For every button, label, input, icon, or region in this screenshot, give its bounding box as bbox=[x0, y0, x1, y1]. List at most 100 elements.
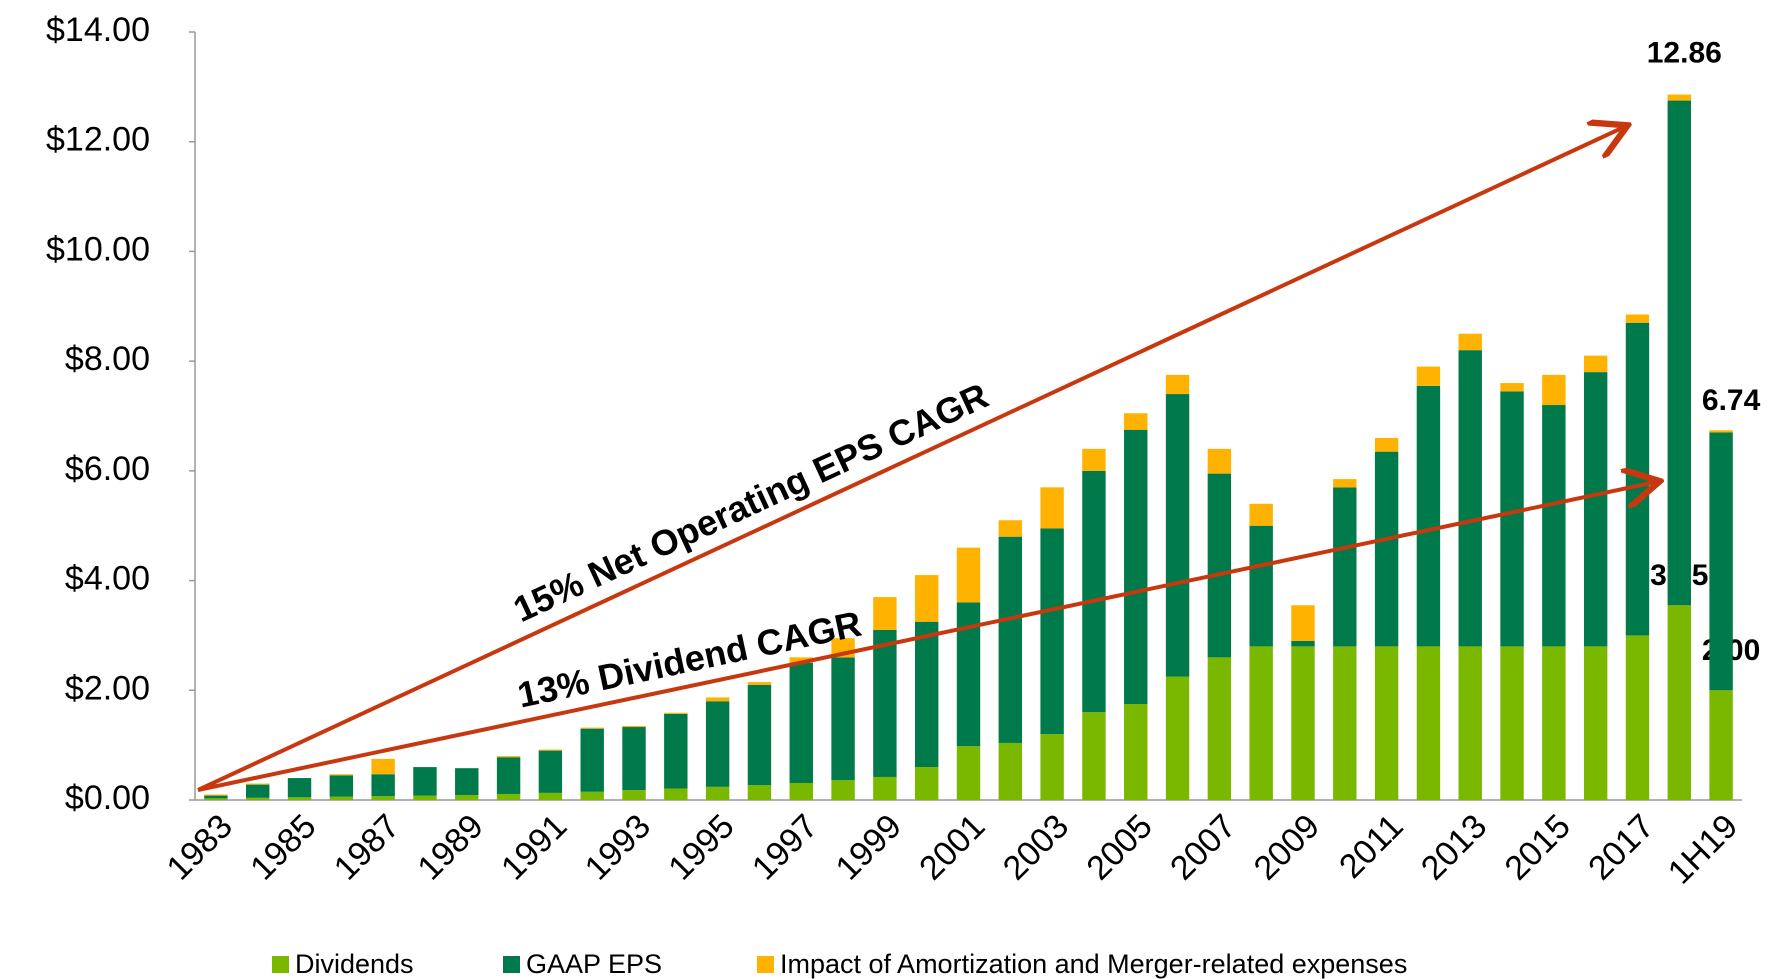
x-tick-label: 2007 bbox=[1163, 807, 1243, 887]
x-tick-label: 1993 bbox=[578, 807, 658, 887]
bar-segment bbox=[1040, 487, 1064, 529]
bar-segment bbox=[1500, 391, 1524, 647]
y-tick-label: $6.00 bbox=[65, 450, 150, 488]
bar-segment bbox=[329, 775, 354, 797]
bar-segment bbox=[873, 597, 897, 630]
bar-segment bbox=[580, 728, 604, 792]
x-tick-label: 2011 bbox=[1332, 807, 1411, 886]
legend-label: Dividends bbox=[295, 949, 414, 979]
legend-swatch bbox=[503, 956, 520, 973]
bar-segment bbox=[664, 788, 688, 800]
bar-segment bbox=[1667, 605, 1691, 800]
bar-segment bbox=[287, 778, 312, 798]
bar-segment bbox=[998, 536, 1023, 743]
bar-segment bbox=[705, 701, 730, 787]
x-tick-label: 2015 bbox=[1498, 807, 1578, 887]
y-tick-label: $14.00 bbox=[46, 11, 150, 49]
bar-segment bbox=[246, 797, 270, 800]
bar-segment bbox=[1207, 448, 1232, 474]
bar-segment bbox=[747, 682, 772, 685]
x-tick-label: 1995 bbox=[661, 807, 741, 887]
bar-segment bbox=[789, 657, 813, 663]
bar-segment bbox=[1165, 374, 1190, 395]
bar-segment bbox=[1583, 646, 1608, 800]
bar-segment bbox=[1291, 646, 1315, 800]
legend-label: Impact of Amortization and Merger-relate… bbox=[780, 949, 1407, 979]
bar-segment bbox=[287, 797, 312, 800]
legend-swatch bbox=[757, 956, 774, 973]
bar-segment bbox=[204, 798, 228, 800]
x-tick-label: 2013 bbox=[1414, 807, 1494, 887]
bar-segment bbox=[413, 795, 437, 800]
bar-segment bbox=[664, 712, 688, 714]
bar-segment bbox=[413, 767, 437, 796]
bar-segment bbox=[747, 684, 772, 786]
bar-segment bbox=[1458, 646, 1482, 800]
bar-segment bbox=[496, 757, 521, 794]
bar-segment bbox=[1667, 100, 1691, 606]
bar-segment bbox=[1458, 333, 1482, 351]
bar-segment bbox=[1333, 487, 1357, 647]
bar-segment bbox=[1625, 635, 1650, 800]
x-tick-label: 1999 bbox=[829, 807, 909, 887]
bar-segment bbox=[1625, 314, 1650, 323]
bar-segment bbox=[914, 767, 939, 800]
bar-segment bbox=[1625, 322, 1650, 636]
bar-segment bbox=[1374, 437, 1399, 452]
bar-segment bbox=[371, 774, 395, 797]
bar-segment bbox=[1333, 646, 1357, 800]
x-tick-label: 2009 bbox=[1247, 807, 1327, 887]
bar-segment bbox=[1291, 640, 1315, 647]
bar-segment bbox=[873, 776, 897, 800]
bar-segment bbox=[455, 795, 479, 800]
bar-segment bbox=[246, 783, 270, 785]
bar-segment bbox=[956, 547, 981, 603]
x-tick-label: 2001 bbox=[912, 807, 992, 887]
bar-segment bbox=[1207, 473, 1232, 658]
bar-segment bbox=[1249, 503, 1273, 526]
bar-segment bbox=[538, 749, 563, 751]
x-tick-label: 2017 bbox=[1581, 807, 1661, 887]
bar-segment bbox=[873, 629, 897, 777]
bar-segment bbox=[705, 786, 730, 800]
bar-segment bbox=[1583, 372, 1608, 647]
x-tick-label: 1997 bbox=[745, 807, 825, 887]
bar-segment bbox=[1374, 451, 1399, 647]
trend-arrow bbox=[197, 482, 1656, 792]
bar-segment bbox=[371, 796, 395, 800]
bar-segment bbox=[1291, 605, 1315, 641]
bar-segment bbox=[956, 746, 981, 800]
bar-segment bbox=[1542, 374, 1566, 406]
bar-segment bbox=[1709, 430, 1733, 433]
bar-segment bbox=[747, 785, 772, 800]
bar-segment bbox=[1709, 432, 1733, 691]
bar-segment bbox=[1040, 528, 1064, 735]
trend-arrow bbox=[197, 127, 1624, 792]
bar-segment bbox=[1124, 413, 1148, 430]
bar-segment bbox=[1709, 690, 1733, 800]
bar-segment bbox=[371, 758, 395, 775]
y-tick-label: $8.00 bbox=[65, 340, 150, 378]
bar-segment bbox=[538, 750, 563, 793]
bar-segment bbox=[622, 790, 646, 800]
bar-segment bbox=[1040, 734, 1064, 800]
bar-segment bbox=[204, 794, 228, 796]
bar-segment bbox=[664, 713, 688, 789]
bar-segment bbox=[622, 725, 646, 728]
bar-segment bbox=[1667, 94, 1691, 101]
bar-segment bbox=[1583, 355, 1608, 373]
bar-segment bbox=[329, 796, 354, 800]
bar-segment bbox=[1165, 676, 1190, 800]
x-tick-label: 1983 bbox=[160, 807, 240, 887]
bar-segment bbox=[1124, 704, 1148, 800]
bar-segment bbox=[580, 727, 604, 729]
y-tick-label: $0.00 bbox=[65, 779, 150, 817]
x-tick-label: 2003 bbox=[996, 807, 1076, 887]
bar-segment bbox=[1542, 646, 1566, 800]
bar-segment bbox=[1333, 479, 1357, 488]
bar-segment bbox=[1374, 646, 1399, 800]
legend-label: GAAP EPS bbox=[526, 949, 662, 979]
bar-segment bbox=[455, 768, 479, 796]
x-tick-label: 1987 bbox=[327, 807, 407, 887]
x-tick-label: 1985 bbox=[243, 807, 323, 887]
